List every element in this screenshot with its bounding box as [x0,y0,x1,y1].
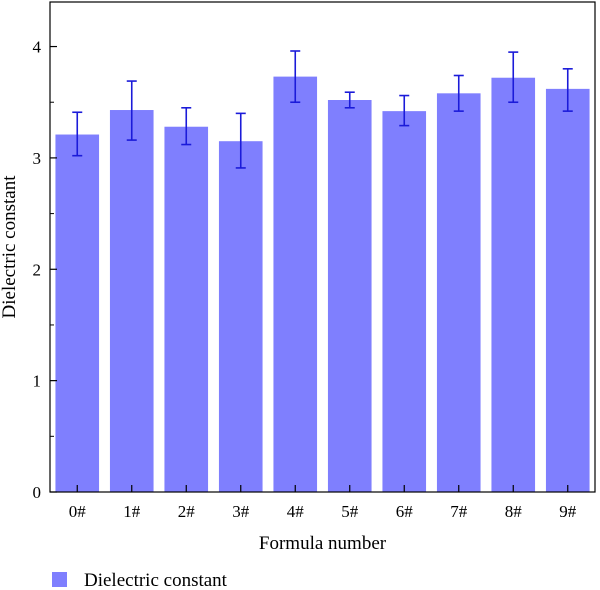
x-tick-label: 7# [450,502,468,521]
y-tick-label: 1 [33,372,42,391]
plot-frame [49,1,596,493]
legend-swatch [52,572,67,587]
x-tick-label: 4# [287,502,305,521]
x-axis-title: Formula number [259,533,387,554]
x-tick-label: 2# [178,502,196,521]
bar-7n [436,93,481,493]
x-tick-label: 0# [69,502,87,521]
bar-3n [218,141,263,493]
legend-label: Dielectric constant [84,570,228,590]
x-tick-label: 5# [341,502,359,521]
x-tick-label: 8# [505,502,523,521]
bar-6n [382,111,427,493]
bar-0n [55,134,100,493]
x-tick-label: 6# [396,502,414,521]
y-tick-label: 2 [33,260,42,279]
y-tick-label: 0 [33,483,42,502]
bar-9n [545,88,590,492]
y-tick-label: 4 [33,38,42,57]
y-axis-title: Dielectric constant [0,175,20,319]
y-tick-label: 3 [33,149,42,168]
x-tick-label: 9# [559,502,577,521]
bar-1n [109,110,154,492]
bar-2n [164,126,209,493]
plot-area: 0 1 2 3 4 0# 1# 2# 3# 4# 5# 6# 7# 8# 9# [33,1,596,521]
bar-5n [327,100,372,492]
bar-8n [491,77,536,493]
x-tick-label: 1# [123,502,141,521]
x-tick-label: 3# [232,502,250,521]
bar-4n [273,76,318,492]
legend: Dielectric constant [52,570,228,590]
